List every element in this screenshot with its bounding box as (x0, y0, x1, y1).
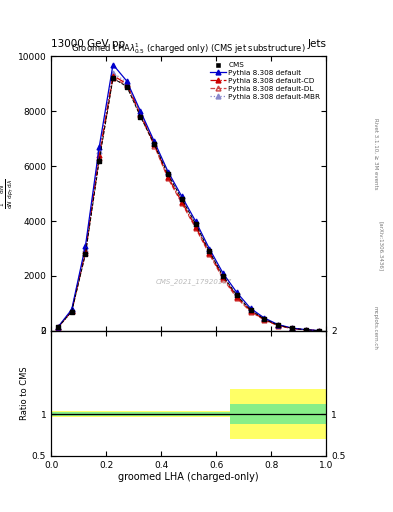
Point (179, 195, 185, 203)
Text: Jets: Jets (307, 38, 326, 49)
Point (83, 250, 89, 258)
Point (110, 74, 116, 82)
Point (303, 326, 309, 334)
Legend: CMS, Pythia 8.308 default, Pythia 8.308 default-CD, Pythia 8.308 default-DL, Pyt: CMS, Pythia 8.308 default, Pythia 8.308 … (208, 60, 323, 102)
X-axis label: groomed LHA (charged-only): groomed LHA (charged-only) (118, 472, 259, 482)
Point (138, 113, 144, 121)
Point (316, 327, 323, 335)
Point (206, 247, 213, 255)
Point (96, 157, 102, 165)
Text: mcplots.cern.ch: mcplots.cern.ch (373, 306, 378, 350)
Text: Rivet 3.1.10, ≥ 3M events: Rivet 3.1.10, ≥ 3M events (373, 118, 378, 189)
Point (55, 323, 61, 331)
Y-axis label: $\frac{1}{\mathrm{d}N}\,\frac{\mathrm{d}N}{\mathrm{d}p_T\,\mathrm{d}\lambda}$: $\frac{1}{\mathrm{d}N}\,\frac{\mathrm{d}… (0, 178, 16, 209)
Point (68, 308, 75, 316)
Point (165, 170, 171, 179)
Text: 13000 GeV pp: 13000 GeV pp (51, 38, 125, 49)
Text: CMS_2021_17920187: CMS_2021_17920187 (156, 278, 232, 285)
Point (124, 82, 130, 91)
Point (234, 291, 240, 300)
Point (220, 272, 226, 280)
Y-axis label: Ratio to CMS: Ratio to CMS (20, 367, 29, 420)
Point (193, 220, 199, 228)
Point (275, 321, 281, 329)
Point (288, 324, 295, 332)
Text: [arXiv:1306.3436]: [arXiv:1306.3436] (378, 221, 383, 271)
Point (261, 315, 268, 323)
Point (248, 306, 254, 314)
Title: Groomed LHA$\lambda^{1}_{0.5}$ (charged only) (CMS jet substructure): Groomed LHA$\lambda^{1}_{0.5}$ (charged … (71, 41, 306, 56)
Point (151, 140, 157, 148)
